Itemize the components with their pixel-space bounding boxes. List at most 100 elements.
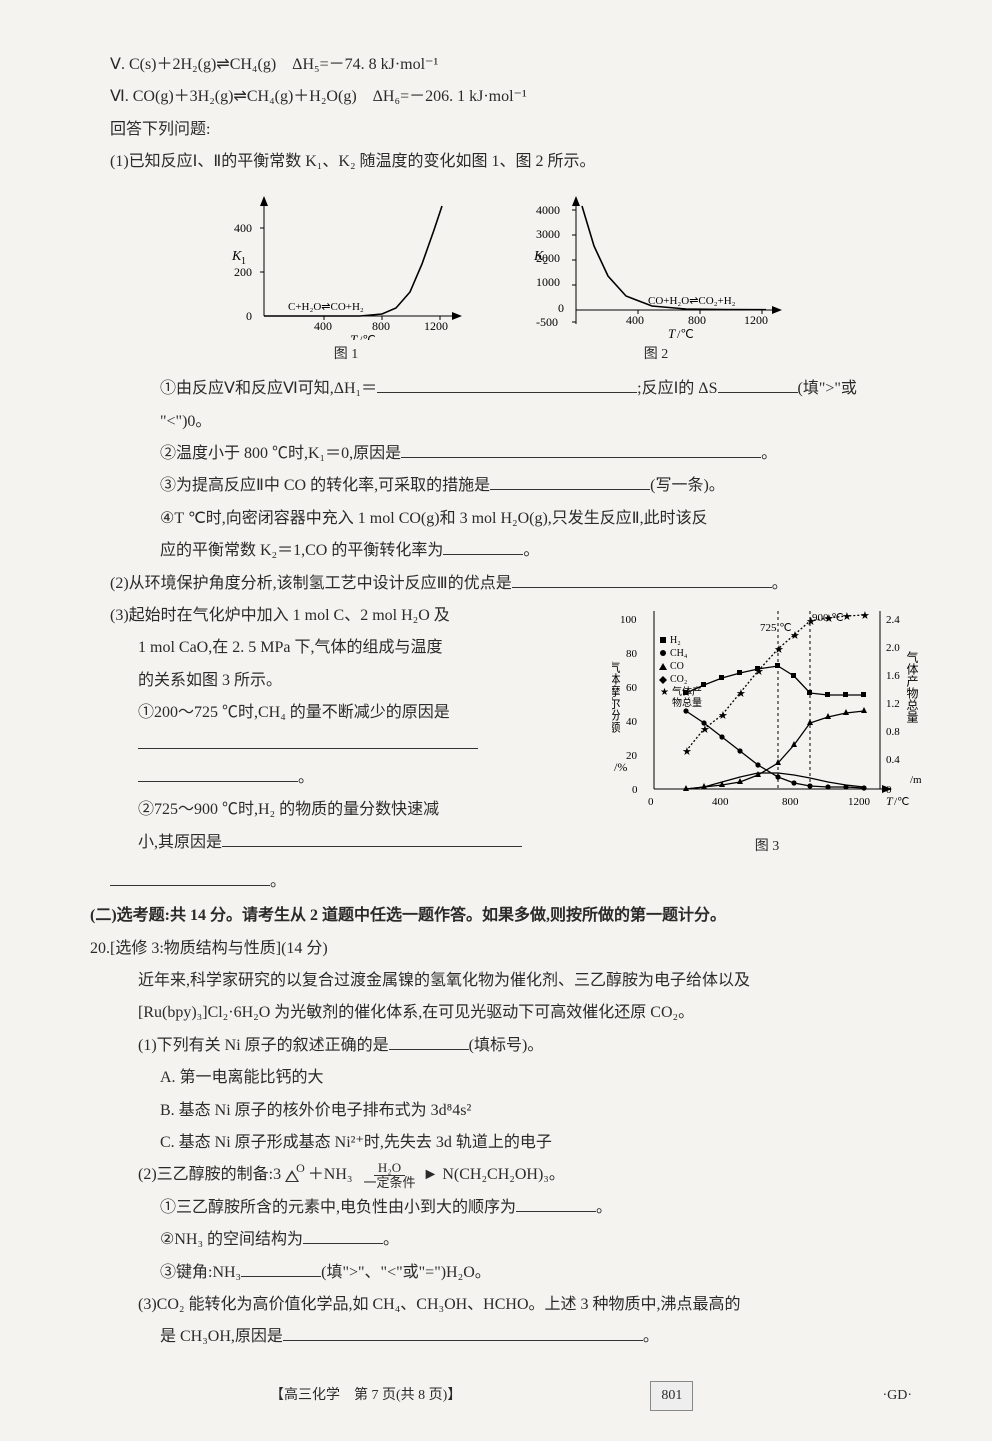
svg-text:/℃: /℃ [677,327,694,340]
q20-p1: (1)下列有关 Ni 原子的叙述正确的是(填标号)。 [90,1031,922,1061]
svg-text:800: 800 [372,319,390,333]
svg-text:/℃: /℃ [894,796,909,808]
svg-text:0: 0 [632,784,638,796]
q20-p2-3b: (填">"、"<"或"=")H₂O。 [321,1264,491,1281]
blank[interactable] [401,440,761,458]
svg-text:2000: 2000 [536,251,560,265]
svg-text:气体摩尔份额: 气体摩尔份额 [612,659,621,733]
page-footer: 【高三化学 第 7 页(共 8 页)】 801 ·GD· [90,1381,922,1412]
q1-part1-line1: ①由反应Ⅴ和反应Ⅵ可知,ΔH₁＝ ;反应Ⅰ的 ΔS (填">"或 [90,374,922,404]
svg-text:0.4: 0.4 [886,754,900,766]
equation-5: Ⅴ. C(s)＋2H₂(g)⇌CH₄(g) ΔH₅=－74. 8 kJ·mol⁻… [90,50,922,80]
blank[interactable] [377,376,637,394]
blank[interactable] [443,538,523,556]
blank[interactable] [138,732,478,750]
q2-end: 。 [772,575,788,592]
blank[interactable] [241,1259,321,1277]
chart3-caption: 图 3 [612,834,922,861]
blank[interactable] [303,1227,383,1245]
q1-part2: ②温度小于 800 ℃时,K₁＝0,原因是。 [90,439,922,469]
svg-text:1200: 1200 [744,313,768,327]
svg-text:★: ★ [718,710,728,722]
q20-para1: 近年来,科学家研究的以复合过渡金属镍的氢氧化物为催化剂、三乙醇胺为电子给体以及 [90,966,922,996]
section2-title: (二)选考题:共 14 分。请考生从 2 道题中任选一题作答。如果多做,则按所做… [90,901,922,931]
chart3-svg: 0 20 40 60 80 100 0 0.4 0.8 1.2 1.6 2.0 … [612,601,922,821]
q20-optB: B. 基态 Ni 原子的核外价电子排布式为 3d⁸4s² [90,1096,922,1126]
q20-optC: C. 基态 Ni 原子形成基态 Ni²⁺时,先失去 3d 轨道上的电子 [90,1128,922,1158]
svg-text:CO: CO [670,661,684,672]
blank[interactable] [222,829,522,847]
blank[interactable] [389,1032,469,1050]
blank[interactable] [718,376,798,394]
svg-text:/%: /% [614,760,627,774]
q20-p2-2b: 。 [383,1231,399,1248]
q20-head: 20.[选修 3:物质结构与性质](14 分) [90,934,922,964]
reaction-arrow: H₂O一定条件 [359,1161,419,1191]
q1-part2a: ②温度小于 800 ℃时,K₁＝0,原因是 [160,445,401,462]
q3-part1-end: 。 [298,769,314,786]
q20-p3c: 。 [643,1328,659,1345]
svg-text:1.6: 1.6 [886,670,900,682]
blank[interactable] [490,473,650,491]
q20-p2: (2)三乙醇胺的制备:3 O＋NH₃ H₂O一定条件► N(CH₂CH₂OH)₃… [90,1160,922,1190]
q1-stem: (1)已知反应Ⅰ、Ⅱ的平衡常数 K₁、K₂ 随温度的变化如图 1、图 2 所示。 [90,147,922,177]
chart1-caption: 图 1 [334,342,359,369]
q20-p2-2a: ②NH₃ 的空间结构为 [160,1231,303,1248]
q20-p2-2: ②NH₃ 的空间结构为 。 [90,1225,922,1255]
chart2-caption: 图 2 [644,342,669,369]
svg-text:C+H₂O⇌CO+H₂: C+H₂O⇌CO+H₂ [288,301,364,313]
svg-text:800: 800 [688,313,706,327]
q1-part4c: 。 [523,542,539,559]
blank[interactable] [512,570,772,588]
svg-text:★: ★ [806,616,816,628]
epoxide-o: O [296,1161,305,1175]
svg-text:2.0: 2.0 [886,642,900,654]
blank[interactable] [138,764,298,782]
svg-text:1000: 1000 [536,275,560,289]
q20-p2-1: ①三乙醇胺所含的元素中,电负性由小到大的顺序为。 [90,1193,922,1223]
svg-text:气体产物总量: 气体产物总量 [905,649,919,722]
svg-text:/℃: /℃ [359,333,376,340]
svg-text:★: ★ [774,644,784,656]
svg-text:2.4: 2.4 [886,614,900,626]
svg-text:400: 400 [626,313,644,327]
blank[interactable] [110,868,270,886]
svg-text:★: ★ [736,688,746,700]
svg-text:400: 400 [712,796,729,808]
svg-text:★: ★ [860,610,870,622]
q1-part1a: ①由反应Ⅴ和反应Ⅵ可知,ΔH₁＝ [160,380,377,397]
svg-text:3000: 3000 [536,227,560,241]
answer-prompt: 回答下列问题: [90,115,922,145]
q20-p2-1a: ①三乙醇胺所含的元素中,电负性由小到大的顺序为 [160,1199,516,1216]
q1-part1c: (填">"或 [798,380,857,397]
q1-part3b: (写一条)。 [650,477,725,494]
blank[interactable] [516,1194,596,1212]
svg-text:T: T [886,794,894,808]
svg-text:0: 0 [648,796,654,808]
svg-text:★: ★ [842,611,852,623]
svg-text:100: 100 [620,614,637,626]
q3-part2-end: 。 [270,873,286,890]
q20-p3b: 是 CH₃OH,原因是。 [90,1322,922,1352]
svg-text:1200: 1200 [848,796,871,808]
q2-stem: (2)从环境保护角度分析,该制氢工艺中设计反应Ⅲ的优点是。 [90,569,922,599]
q20-p2-prod: N(CH₂CH₂OH)₃。 [438,1166,565,1183]
q1-part1b: ;反应Ⅰ的 ΔS [637,380,717,397]
chart2-svg: K2 4000 3000 2000 1000 0 -500 400 800 12… [516,190,796,340]
svg-text:60: 60 [626,682,638,694]
svg-text:20: 20 [626,750,638,762]
svg-text:CO₂: CO₂ [670,674,687,685]
q20-p2-left: (2)三乙醇胺的制备:3 [138,1166,285,1183]
blank[interactable] [283,1324,643,1342]
chart2-box: K2 4000 3000 2000 1000 0 -500 400 800 12… [516,190,796,369]
svg-text:1.2: 1.2 [886,698,900,710]
svg-text:CO+H₂O⇌CO₂+H₂: CO+H₂O⇌CO₂+H₂ [648,295,736,307]
svg-text:H₂: H₂ [670,635,681,646]
q1-part3a: ③为提高反应Ⅱ中 CO 的转化率,可采取的措施是 [160,477,490,494]
svg-text:0: 0 [246,309,252,323]
svg-text:800: 800 [782,796,799,808]
svg-text:★: ★ [754,666,764,678]
q20-optA: A. 第一电离能比钙的大 [90,1063,922,1093]
footer-center: 【高三化学 第 7 页(共 8 页)】 [270,1383,461,1410]
chart1-box: K1 0 400 200 400 800 1200 T/℃ C+H₂O⇌CO+H… [216,190,476,369]
